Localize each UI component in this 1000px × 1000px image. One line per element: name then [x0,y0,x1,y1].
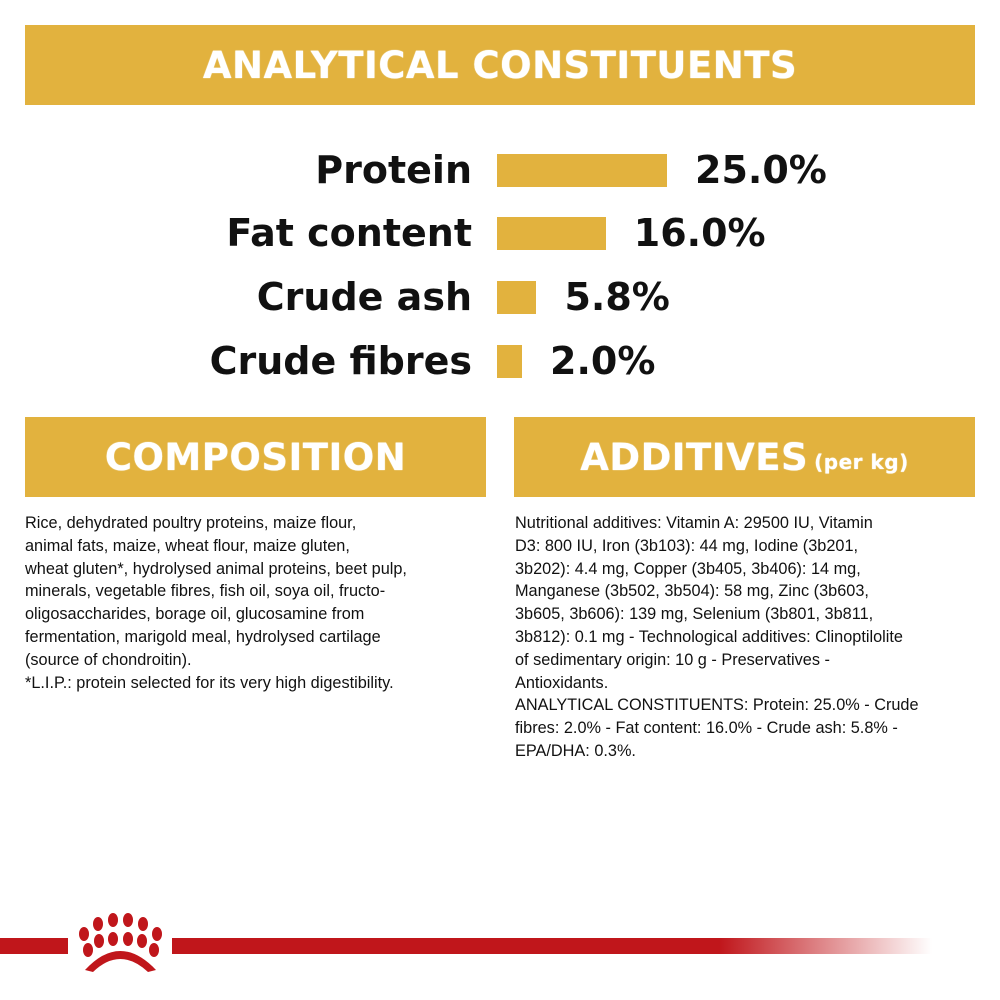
constituent-row: Crude fibres 2.0% [0,341,1000,381]
composition-text: Rice, dehydrated poultry proteins, maize… [25,514,407,692]
constituent-bar [497,217,606,250]
composition-header: COMPOSITION [25,417,486,497]
composition-title: COMPOSITION [104,435,407,479]
analytical-title: ANALYTICAL CONSTITUENTS [202,43,798,87]
analytical-header: ANALYTICAL CONSTITUENTS [25,25,975,105]
constituent-bar [497,281,537,314]
constituent-value: 2.0% [550,339,656,383]
additives-title: ADDITIVES [580,435,809,479]
royal-canin-crown-icon [79,913,162,972]
constituent-row: Fat content 16.0% [0,213,1000,253]
brand-stripe-right [172,938,932,954]
constituent-label: Crude ash [256,275,472,319]
constituent-row: Protein 25.0% [0,150,1000,190]
constituent-bar [497,345,522,378]
additives-header: ADDITIVES (per kg) [514,417,975,497]
additives-subtitle: (per kg) [814,450,909,474]
constituent-bar [497,154,667,187]
brand-stripe-left [0,938,68,954]
constituent-value: 16.0% [633,211,766,255]
constituent-label: Fat content [226,211,472,255]
constituent-value: 25.0% [695,148,827,192]
constituent-row: Crude ash 5.8% [0,277,1000,317]
constituent-label: Protein [315,148,472,192]
constituent-label: Crude fibres [209,339,472,383]
additives-text: Nutritional additives: Vitamin A: 29500 … [515,514,919,760]
constituent-value: 5.8% [564,275,670,319]
